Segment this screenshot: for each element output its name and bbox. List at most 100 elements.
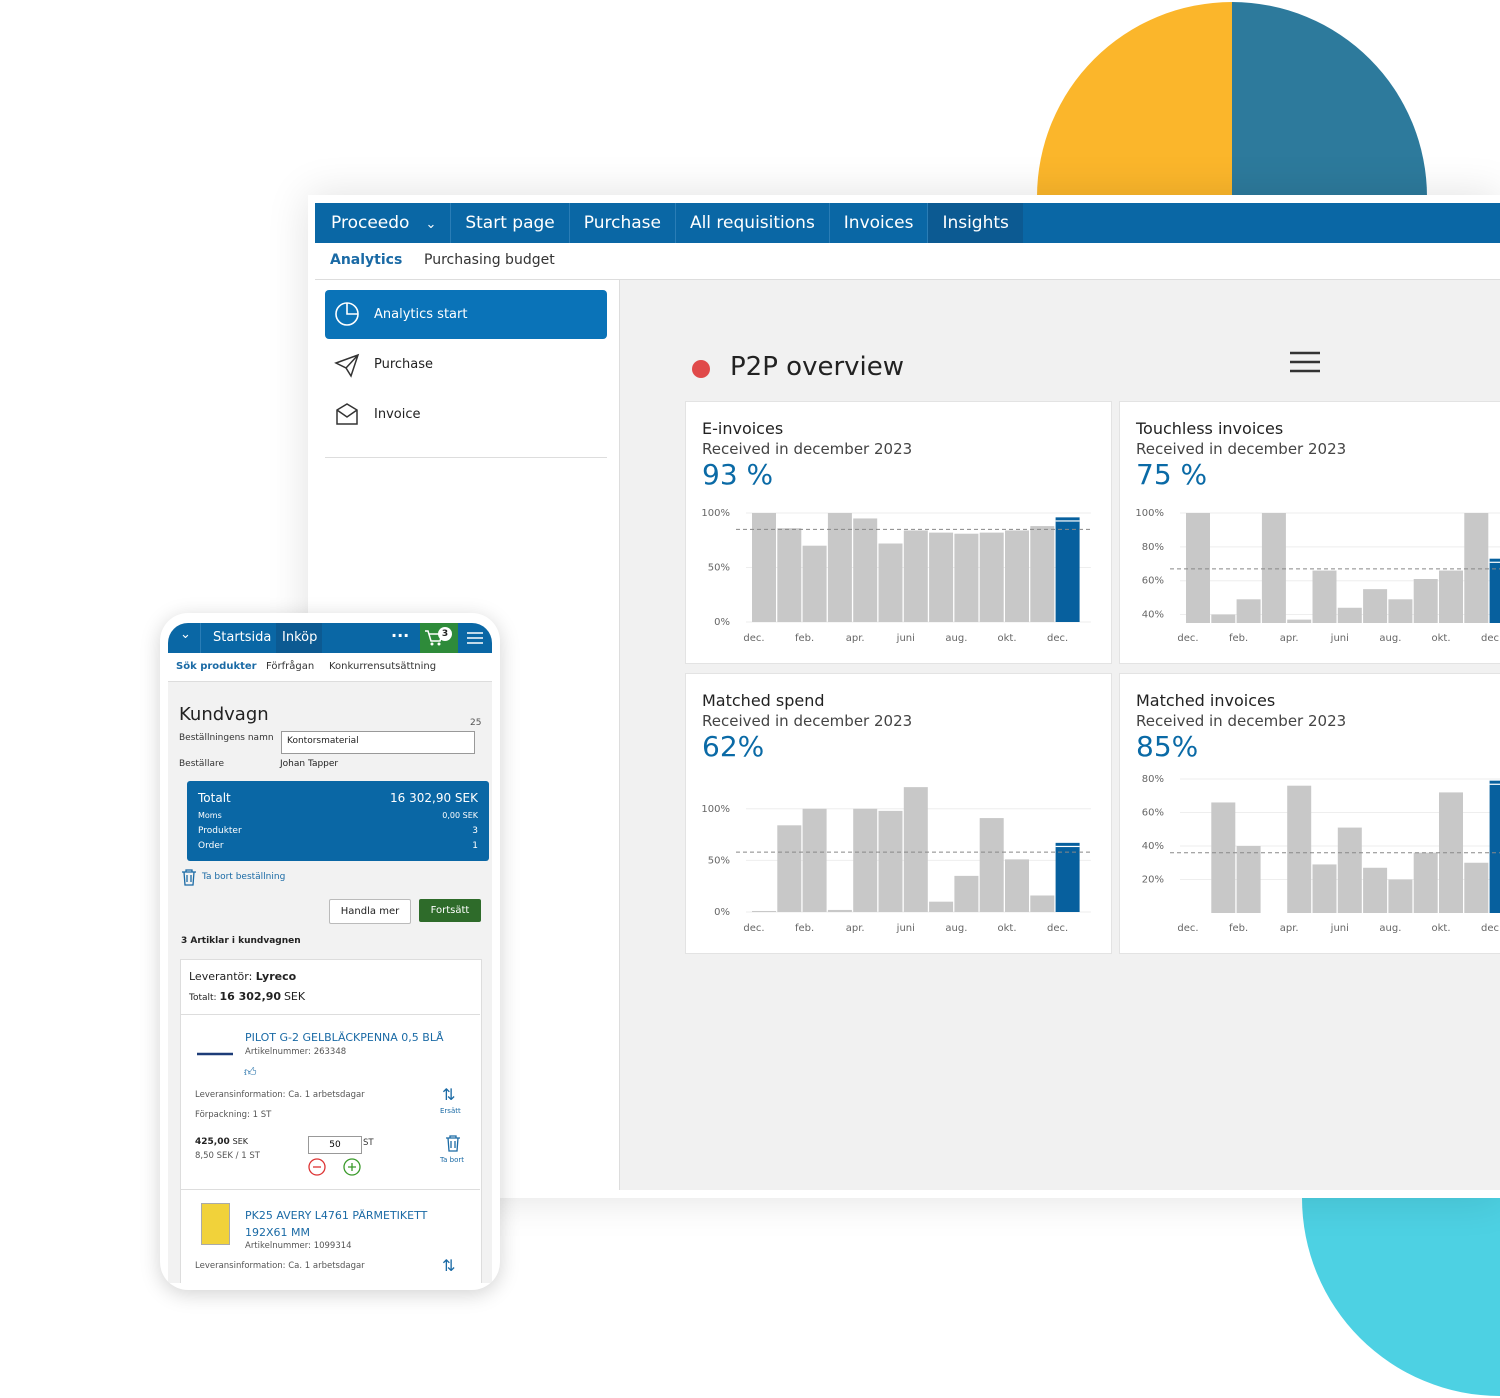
nav-item-active[interactable]: Insights: [927, 203, 1023, 243]
x-tick-label: dec.: [1177, 633, 1198, 644]
chart-title: Matched spend: [702, 691, 825, 710]
x-tick-label: dec.: [743, 923, 764, 934]
summary-label: Order: [198, 841, 224, 851]
quantity-input[interactable]: 50: [308, 1136, 362, 1154]
more-icon[interactable]: ···: [391, 626, 410, 645]
x-tick-label: dec.: [1047, 633, 1068, 644]
product-image: [201, 1203, 230, 1245]
bar: [1388, 599, 1413, 623]
sidebar-item[interactable]: Analytics start: [374, 307, 468, 322]
y-tick-label: 50%: [708, 855, 730, 866]
cart-count-small: 25: [470, 718, 482, 728]
bar: [853, 518, 878, 622]
x-tick-label: feb.: [795, 633, 814, 644]
text-input[interactable]: [281, 731, 475, 754]
supplier-total: Totalt: 16 302,90 SEK: [189, 990, 305, 1003]
subnav-item[interactable]: Purchasing budget: [424, 252, 555, 268]
bar: [1464, 513, 1489, 623]
sidebar-item[interactable]: Purchase: [374, 357, 434, 372]
sidebar-item[interactable]: Invoice: [374, 407, 421, 422]
mobile-chevron[interactable]: ⌄: [180, 627, 191, 642]
trash-icon[interactable]: [180, 868, 198, 886]
sidebar-item-active[interactable]: [325, 290, 607, 339]
summary-value: 0,00 SEK: [442, 811, 478, 820]
bar: [777, 825, 802, 912]
chart: 20% 40% 60% 80% dec. feb. apr. juni aug. okt. dec.: [1142, 774, 1500, 934]
x-tick-label: juni: [896, 633, 915, 644]
plus[interactable]: [343, 1158, 361, 1176]
remove-icon[interactable]: [444, 1134, 462, 1152]
bar: [979, 532, 1004, 622]
button-primary[interactable]: Fortsätt: [419, 899, 481, 922]
product-packaging: Förpackning: 1 ST: [195, 1110, 272, 1120]
y-tick-label: 40%: [1142, 610, 1164, 621]
x-tick-label: dec.: [1047, 923, 1068, 934]
product-name[interactable]: PILOT G-2 GELBLÄCKPENNA 0,5 BLÅ: [245, 1031, 444, 1044]
x-tick-label: dec.: [1481, 633, 1500, 644]
chart-value: 75 %: [1136, 458, 1208, 491]
replace-icon[interactable]: ⇅: [442, 1256, 456, 1275]
bar: [1261, 513, 1286, 623]
y-tick-label: 0%: [714, 907, 730, 918]
nav-item[interactable]: Purchase: [568, 203, 675, 243]
y-tick-label: 60%: [1142, 808, 1164, 819]
product-price: 425,00 SEK: [195, 1137, 248, 1147]
supplier-card: [180, 959, 482, 1283]
bar: [1439, 570, 1463, 623]
chart-subtitle: Received in december 2023: [702, 712, 913, 730]
bar: [1312, 570, 1337, 623]
y-tick-label: 0%: [714, 617, 730, 628]
mobile-tab-active[interactable]: Sök produkter: [176, 661, 257, 672]
mobile-tab[interactable]: Förfrågan: [266, 661, 315, 672]
x-tick-label: apr.: [846, 633, 865, 644]
bar-cap: [1489, 561, 1500, 563]
brand[interactable]: Proceedo ⌄: [315, 203, 450, 243]
supplier-name: Lyreco: [255, 970, 297, 983]
quantity-buttons[interactable]: [308, 1157, 368, 1177]
subnav-item-active[interactable]: Analytics: [330, 252, 403, 268]
bar: [1337, 827, 1362, 913]
bar: [954, 875, 979, 912]
mobile-tab[interactable]: Konkurrensutsättning: [329, 661, 437, 672]
bar: [1413, 579, 1438, 623]
bar: [1337, 607, 1362, 623]
supplier-line: Leverantör: Lyreco: [189, 970, 296, 983]
mobile-nav-item[interactable]: Inköp: [282, 630, 318, 645]
nav-item[interactable]: Invoices: [828, 203, 928, 243]
delete-link[interactable]: Ta bort beställning: [202, 872, 286, 882]
overview-title: P2P overview: [730, 352, 905, 382]
replace-icon[interactable]: ⇅: [442, 1085, 456, 1104]
nav-item[interactable]: All requisitions: [674, 203, 829, 243]
product-name[interactable]: PK25 AVERY L4761 PÄRMETIKETT 192X61 MM: [245, 1209, 428, 1239]
hamburger[interactable]: [467, 632, 483, 644]
nav-item[interactable]: Start page: [450, 203, 568, 243]
label: Totalt:: [189, 993, 217, 1003]
x-tick-label: apr.: [1280, 923, 1299, 934]
menu-icon[interactable]: [1289, 350, 1321, 376]
bar: [878, 543, 903, 622]
phone-screen: ⌄ Startsida Inköp ··· 3 Sök produkter Fö…: [168, 623, 492, 1283]
button[interactable]: Handla mer: [329, 899, 411, 924]
mobile-tabs: [168, 653, 492, 682]
product-article: Artikelnummer: 1099314: [245, 1241, 352, 1251]
chart-subtitle: Received in december 2023: [1136, 440, 1347, 458]
y-tick-label: 80%: [1142, 542, 1164, 553]
remove-label[interactable]: Ta bort: [440, 1156, 464, 1164]
x-tick-label: okt.: [997, 923, 1016, 934]
summary-box: [187, 781, 489, 861]
replace-label[interactable]: Ersätt: [440, 1107, 461, 1115]
product-delivery: Leveransinformation: Ca. 1 arbetsdagar: [195, 1090, 365, 1100]
mobile-nav-item[interactable]: Startsida: [213, 630, 272, 645]
product-image: [197, 1052, 233, 1056]
x-tick-label: juni: [896, 923, 915, 934]
bar: [1030, 526, 1055, 622]
bar: [1287, 785, 1312, 913]
bar: [1186, 513, 1210, 623]
chart: 0% 50% 100% dec. feb. apr. juni aug. okt. dec.: [701, 787, 1093, 934]
unit: ST: [363, 1138, 374, 1148]
minus[interactable]: [308, 1158, 326, 1176]
subnav: [315, 243, 1500, 280]
bar: [752, 513, 776, 622]
like-icon[interactable]: 👍︎: [244, 1065, 257, 1079]
